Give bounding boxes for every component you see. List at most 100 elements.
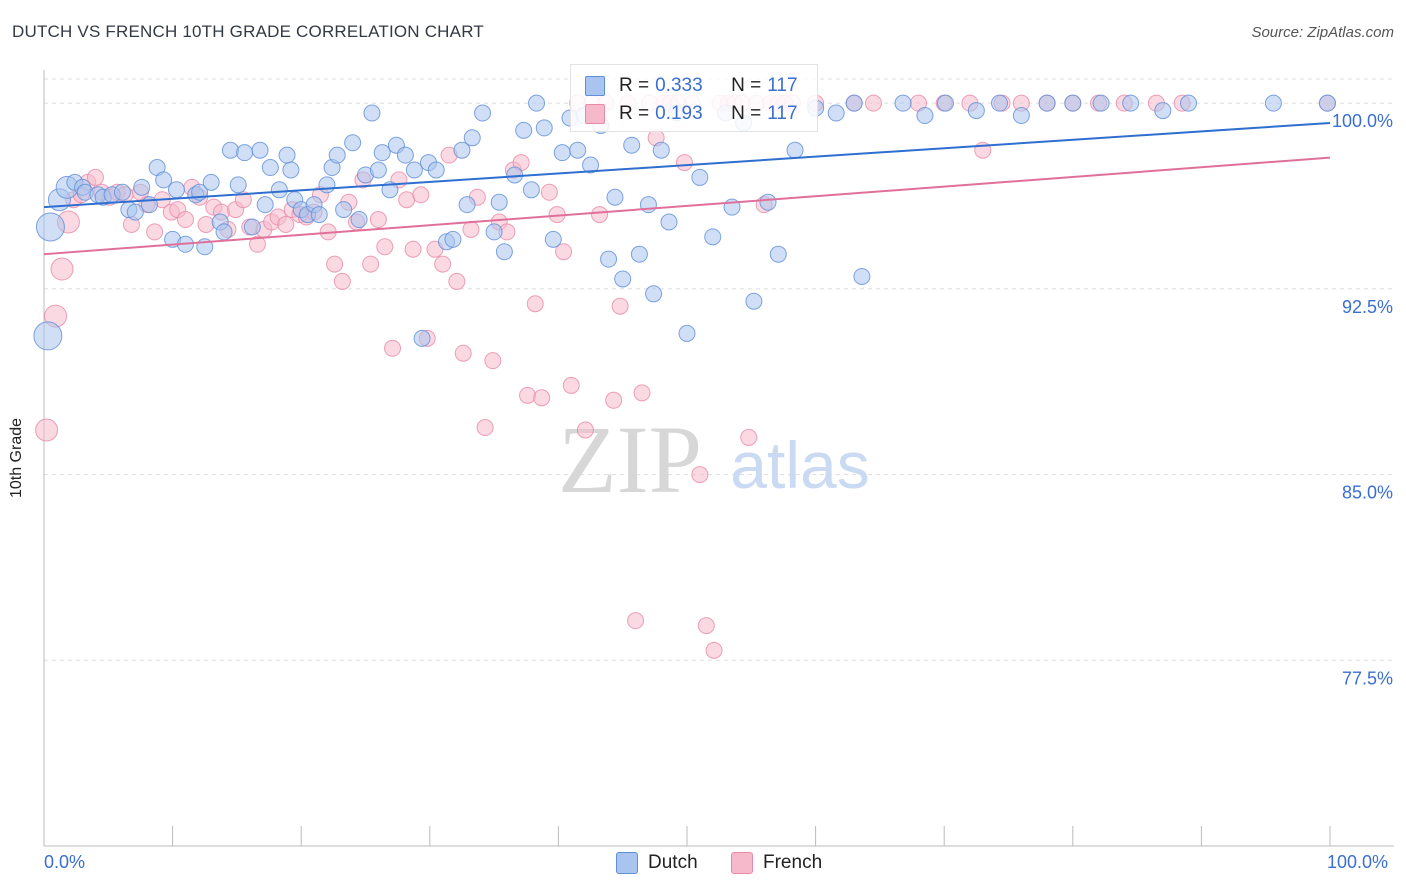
french-point [675, 154, 693, 172]
dutch-point [126, 203, 144, 221]
dutch-point [251, 141, 269, 159]
y-tick-labels: 100.0% 92.5% 85.0% 77.5% [1332, 111, 1393, 688]
dutch-point [936, 94, 954, 112]
french-point [526, 295, 544, 313]
dutch-point [1122, 94, 1140, 112]
y-tick-label: 92.5% [1342, 297, 1393, 317]
french-r-label: R = [619, 103, 650, 124]
french-point [277, 215, 295, 233]
dutch-point [453, 141, 471, 159]
french-point [691, 466, 709, 484]
dutch-point [282, 161, 300, 179]
dutch-point [660, 213, 678, 231]
dutch-point [133, 178, 151, 196]
dutch-point [614, 270, 632, 288]
dutch-point [967, 102, 985, 120]
x-tick-min: 0.0% [44, 852, 86, 872]
french-point [234, 191, 252, 209]
french-point [176, 211, 194, 229]
legend-item-french[interactable]: French [731, 852, 822, 874]
french-point [369, 211, 387, 229]
dutch-point [786, 141, 804, 159]
french-point [476, 419, 494, 437]
dutch-n-label: N = [731, 75, 762, 96]
dutch-point [463, 129, 481, 147]
dutch-point [427, 161, 445, 179]
dutch-point [381, 181, 399, 199]
dutch-point [369, 161, 387, 179]
dutch-point [569, 141, 587, 159]
french-point [35, 418, 59, 442]
dutch-point [310, 206, 328, 224]
dutch-point [270, 181, 288, 199]
french-point [591, 206, 609, 224]
french-point [611, 297, 629, 315]
french-swatch [585, 104, 605, 124]
dutch-point [916, 107, 934, 125]
dutch-point [759, 193, 777, 211]
dutch-point [335, 201, 353, 219]
french-point [519, 386, 537, 404]
french-point [197, 215, 215, 233]
dutch-point [243, 218, 261, 236]
dutch-point [623, 136, 641, 154]
watermark: ZIP atlas [558, 406, 870, 513]
french-point [740, 428, 758, 446]
dutch-point [363, 104, 381, 122]
dutch-point [691, 168, 709, 186]
french-point [540, 183, 558, 201]
french-r-value: 0.193 [655, 103, 703, 124]
dutch-n-value: 117 [767, 75, 798, 96]
dutch-point [1038, 94, 1056, 112]
trend-lines [43, 121, 1331, 256]
x-tick-max: 100.0% [1327, 852, 1389, 872]
french-point [697, 617, 715, 635]
french-points [35, 94, 1336, 659]
french-n-value: 117 [767, 103, 798, 124]
dutch-trend-line [43, 121, 1331, 209]
french-point [376, 238, 394, 256]
dutch-point [515, 121, 533, 139]
y-tick-label: 100.0% [1332, 111, 1393, 131]
french-point [50, 257, 74, 281]
french-point [326, 255, 344, 273]
dutch-point [853, 267, 871, 285]
dutch-point [704, 228, 722, 246]
french-point [562, 376, 580, 394]
dutch-point [490, 193, 508, 211]
dutch-point [1012, 107, 1030, 125]
dutch-point [894, 94, 912, 112]
french-n-label: N = [731, 103, 762, 124]
legend-item-dutch[interactable]: Dutch [616, 852, 698, 874]
dutch-point [221, 141, 239, 159]
dutch-point [1318, 94, 1336, 112]
dutch-point [458, 196, 476, 214]
french-legend-label: French [763, 852, 823, 873]
dutch-point [745, 292, 763, 310]
french-point [404, 240, 422, 258]
dutch-point [582, 156, 600, 174]
dutch-point [229, 176, 247, 194]
dutch-point [261, 159, 279, 177]
dutch-point [678, 324, 696, 342]
dutch-point [1180, 94, 1198, 112]
dutch-point [485, 223, 503, 241]
dutch-point [396, 146, 414, 164]
french-point [633, 384, 651, 402]
french-point [333, 272, 351, 290]
french-point [384, 339, 402, 357]
french-point [86, 168, 104, 186]
dutch-point [639, 196, 657, 214]
dutch-point [350, 211, 368, 229]
french-point [864, 94, 882, 112]
dutch-point [155, 171, 173, 189]
french-point [705, 641, 723, 659]
dutch-point [990, 94, 1008, 112]
french-point [146, 223, 164, 241]
watermark-zip: ZIP [558, 406, 702, 513]
dutch-point [1092, 94, 1110, 112]
dutch-r-label: R = [619, 75, 650, 96]
dutch-point [328, 146, 346, 164]
french-point [484, 352, 502, 370]
dutch-point [600, 250, 618, 268]
